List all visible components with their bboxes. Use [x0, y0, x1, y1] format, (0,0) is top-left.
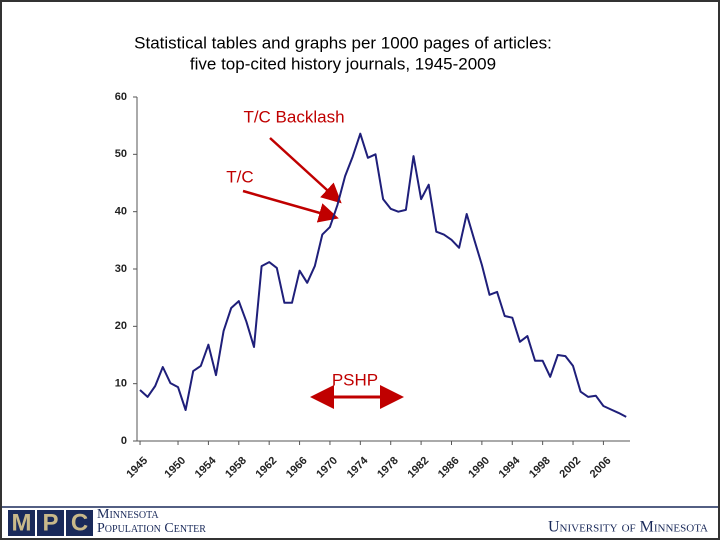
- logo-letter: C: [71, 509, 88, 536]
- y-tick-label: 60: [115, 91, 127, 103]
- org-name: Minnesota: [97, 507, 159, 522]
- logo-box: [8, 510, 35, 536]
- logo-box: [66, 510, 93, 536]
- y-tick-label: 10: [115, 378, 127, 390]
- title-line: Statistical tables and graphs per 1000 p…: [134, 33, 552, 52]
- y-tick-label: 50: [115, 148, 127, 160]
- data-line: [139, 132, 627, 418]
- university: University of Minnesota: [548, 519, 708, 536]
- logo-box: [37, 510, 64, 536]
- logo-letter: P: [42, 509, 58, 536]
- title-line: five top-cited history journals, 1945-20…: [190, 54, 496, 73]
- annotation: PSHP: [332, 370, 378, 389]
- annotation-arrow: [242, 189, 339, 223]
- y-tick-label: 40: [115, 206, 127, 218]
- y-tick-label: 0: [121, 435, 127, 447]
- y-tick-label: 30: [115, 263, 127, 275]
- org-name: Population Center: [97, 521, 206, 536]
- annotation: T/C: [226, 167, 253, 186]
- y-tick-label: 20: [115, 320, 127, 332]
- annotation: T/C Backlash: [243, 107, 344, 126]
- logo-letter: M: [12, 509, 32, 536]
- annotation-arrow: [269, 137, 342, 204]
